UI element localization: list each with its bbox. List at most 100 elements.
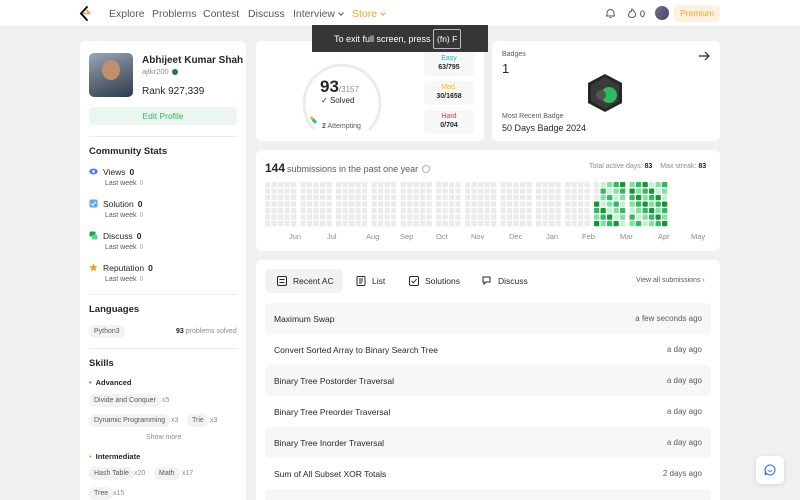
heatmap-cell[interactable] <box>549 188 555 194</box>
heatmap-cell[interactable] <box>342 188 348 194</box>
heatmap-cell[interactable] <box>500 208 506 214</box>
heatmap-cell[interactable] <box>594 221 600 227</box>
arrow-right-icon[interactable] <box>698 51 710 61</box>
heatmap-cell[interactable] <box>513 182 519 188</box>
heatmap-cell[interactable] <box>326 201 332 207</box>
heatmap-cell[interactable] <box>629 188 635 194</box>
heatmap-cell[interactable] <box>371 208 377 214</box>
heatmap-cell[interactable] <box>371 195 377 201</box>
nav-contest[interactable]: Contest <box>203 8 240 20</box>
heatmap-cell[interactable] <box>320 195 326 201</box>
heatmap-cell[interactable] <box>278 182 284 188</box>
heatmap-cell[interactable] <box>491 214 497 220</box>
heatmap-cell[interactable] <box>378 214 384 220</box>
heatmap-cell[interactable] <box>291 201 297 207</box>
heatmap-cell[interactable] <box>449 221 455 227</box>
heatmap-cell[interactable] <box>426 214 432 220</box>
heatmap-cell[interactable] <box>507 182 513 188</box>
heatmap-cell[interactable] <box>300 182 306 188</box>
heatmap-cell[interactable] <box>478 195 484 201</box>
heatmap-cell[interactable] <box>571 214 577 220</box>
skill-tag[interactable]: Math <box>154 467 180 480</box>
heatmap-cell[interactable] <box>349 188 355 194</box>
heatmap-cell[interactable] <box>420 214 426 220</box>
heatmap-cell[interactable] <box>378 201 384 207</box>
tab-list[interactable]: List <box>348 269 398 293</box>
heatmap-cell[interactable] <box>449 208 455 214</box>
heatmap-cell[interactable] <box>413 221 419 227</box>
heatmap-cell[interactable] <box>465 201 471 207</box>
heatmap-cell[interactable] <box>620 188 626 194</box>
heatmap-cell[interactable] <box>578 221 584 227</box>
heatmap-cell[interactable] <box>507 195 513 201</box>
heatmap-cell[interactable] <box>291 214 297 220</box>
heatmap-cell[interactable] <box>565 182 571 188</box>
heatmap-cell[interactable] <box>455 188 461 194</box>
heatmap-cell[interactable] <box>607 214 613 220</box>
heatmap-cell[interactable] <box>271 201 277 207</box>
heatmap-cell[interactable] <box>584 201 590 207</box>
heatmap-cell[interactable] <box>271 195 277 201</box>
heatmap-cell[interactable] <box>662 188 668 194</box>
heatmap-cell[interactable] <box>407 201 413 207</box>
heatmap-cell[interactable] <box>378 195 384 201</box>
heatmap-cell[interactable] <box>320 182 326 188</box>
heatmap-cell[interactable] <box>378 188 384 194</box>
streak-fire-icon[interactable] <box>627 8 637 19</box>
heatmap-cell[interactable] <box>636 201 642 207</box>
premium-button[interactable]: Premium <box>674 5 720 22</box>
heatmap-cell[interactable] <box>542 208 548 214</box>
heatmap-cell[interactable] <box>355 182 361 188</box>
heatmap-cell[interactable] <box>662 221 668 227</box>
heatmap-cell[interactable] <box>436 195 442 201</box>
heatmap-cell[interactable] <box>455 208 461 214</box>
heatmap-cell[interactable] <box>436 201 442 207</box>
heatmap-cell[interactable] <box>613 214 619 220</box>
heatmap-cell[interactable] <box>662 201 668 207</box>
heatmap-cell[interactable] <box>326 188 332 194</box>
heatmap-cell[interactable] <box>420 208 426 214</box>
submission-row[interactable] <box>265 489 711 500</box>
heatmap-cell[interactable] <box>594 208 600 214</box>
heatmap-cell[interactable] <box>629 208 635 214</box>
heatmap-cell[interactable] <box>320 221 326 227</box>
heatmap-cell[interactable] <box>336 208 342 214</box>
heatmap-cell[interactable] <box>549 201 555 207</box>
heatmap-cell[interactable] <box>549 221 555 227</box>
heatmap-cell[interactable] <box>607 208 613 214</box>
heatmap-cell[interactable] <box>362 201 368 207</box>
skill-tag[interactable]: Dynamic Programming <box>89 414 171 427</box>
heatmap-cell[interactable] <box>420 182 426 188</box>
heatmap-cell[interactable] <box>571 221 577 227</box>
heatmap-cell[interactable] <box>500 214 506 220</box>
heatmap-cell[interactable] <box>600 201 606 207</box>
heatmap-cell[interactable] <box>442 195 448 201</box>
heatmap-cell[interactable] <box>536 188 542 194</box>
heatmap-cell[interactable] <box>478 201 484 207</box>
heatmap-cell[interactable] <box>265 208 271 214</box>
heatmap-cell[interactable] <box>491 195 497 201</box>
heatmap-cell[interactable] <box>413 188 419 194</box>
heatmap-cell[interactable] <box>484 195 490 201</box>
heatmap-cell[interactable] <box>465 221 471 227</box>
heatmap-cell[interactable] <box>555 214 561 220</box>
submission-row[interactable]: Sum of All Subset XOR Totals 2 days ago <box>265 458 711 489</box>
skill-tag[interactable]: Hash Table <box>89 467 134 480</box>
heatmap-cell[interactable] <box>326 182 332 188</box>
heatmap-cell[interactable] <box>662 208 668 214</box>
heatmap-cell[interactable] <box>471 221 477 227</box>
heatmap-cell[interactable] <box>465 182 471 188</box>
heatmap-cell[interactable] <box>629 214 635 220</box>
heatmap-cell[interactable] <box>478 214 484 220</box>
heatmap-cell[interactable] <box>536 214 542 220</box>
heatmap-cell[interactable] <box>426 182 432 188</box>
heatmap-cell[interactable] <box>565 195 571 201</box>
heatmap-cell[interactable] <box>342 208 348 214</box>
heatmap-cell[interactable] <box>491 221 497 227</box>
nav-interview[interactable]: Interview <box>293 8 344 20</box>
heatmap-cell[interactable] <box>420 201 426 207</box>
heatmap-cell[interactable] <box>407 188 413 194</box>
heatmap-cell[interactable] <box>271 214 277 220</box>
heatmap-cell[interactable] <box>649 214 655 220</box>
heatmap-cell[interactable] <box>349 201 355 207</box>
